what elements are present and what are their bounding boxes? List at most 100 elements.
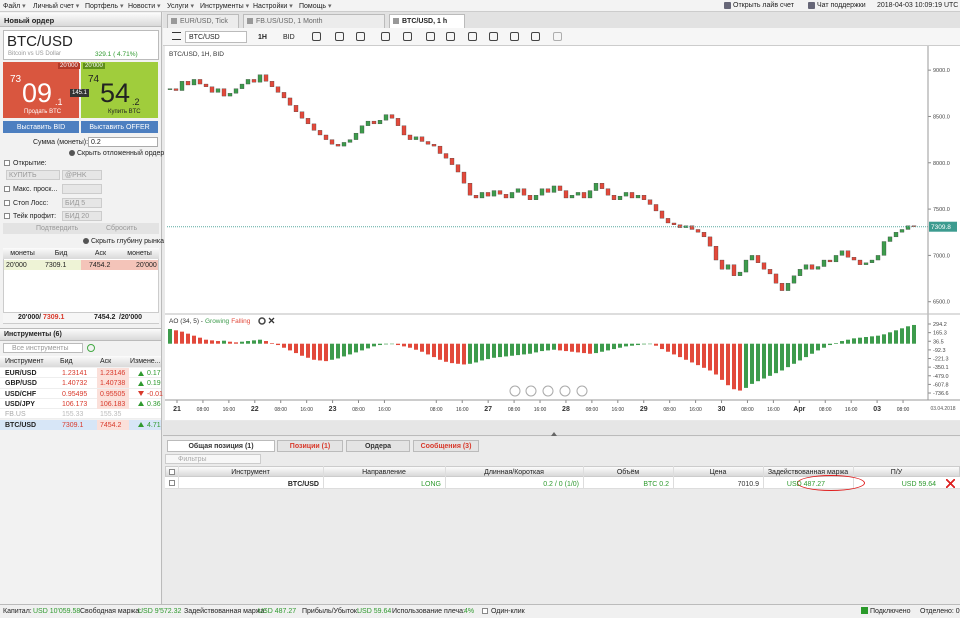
amount-input[interactable] [88, 137, 158, 147]
chat-link[interactable]: Чат поддержки [817, 2, 866, 9]
tool-icon[interactable] [531, 32, 540, 41]
hide-pending[interactable]: Скрыть отложенный ордер [77, 150, 165, 157]
position-header: Цена [709, 468, 727, 476]
candle [893, 232, 899, 238]
change: 0.36 [147, 400, 161, 408]
symbol-input[interactable] [185, 31, 247, 43]
change: 0.19 [147, 380, 161, 388]
x-tick-label: 16:00 [534, 407, 547, 413]
buy-box[interactable] [81, 62, 158, 118]
live-link[interactable]: Открыть лайв счет [733, 2, 794, 9]
one-click[interactable]: Один-клик [491, 608, 525, 615]
ao-bar [834, 343, 838, 344]
reset-button[interactable]: Сбросить [106, 225, 138, 232]
checkbox[interactable] [169, 480, 175, 486]
row[interactable] [0, 388, 161, 399]
tool-icon[interactable] [356, 32, 365, 41]
candle [881, 241, 887, 256]
candle [551, 185, 557, 193]
splitter-handle[interactable] [551, 432, 557, 436]
menu-item[interactable]: Услуги [167, 2, 194, 10]
candle [797, 269, 803, 276]
candle [209, 86, 215, 93]
ao-bar [582, 343, 586, 354]
menu-icon[interactable] [172, 32, 181, 40]
tool-icon[interactable] [403, 32, 412, 41]
depth-header-cell: монеты [127, 250, 152, 257]
status-value: USD 9'572.32 [138, 608, 182, 615]
position-header: Длинная/Короткая [484, 468, 544, 476]
filter-box[interactable] [165, 454, 261, 464]
checkbox[interactable] [4, 200, 10, 206]
confirm-button[interactable]: Подтвердить [36, 225, 79, 232]
y-tick-label: -92.3 [933, 348, 946, 354]
search-box[interactable] [3, 343, 83, 353]
ao-bar [216, 341, 220, 344]
indicator-legend: AO (34, 5) - Growing Falling [169, 318, 251, 325]
menu-item[interactable]: Помощь [299, 2, 332, 10]
nav-control[interactable] [542, 385, 554, 397]
depth-cell: 7454.2 [89, 262, 111, 269]
chart-tab[interactable] [243, 14, 385, 28]
bid-button[interactable] [3, 121, 79, 133]
offer-button[interactable] [81, 121, 158, 133]
change: 0.17 [147, 370, 161, 377]
selected-row[interactable] [0, 419, 161, 430]
sell-box[interactable] [3, 62, 79, 118]
menu-item[interactable]: Настройки [253, 2, 293, 10]
add-button[interactable] [87, 344, 95, 352]
tool-icon[interactable] [446, 32, 455, 41]
nav-control[interactable] [509, 385, 521, 397]
x-tick-label: 08:00 [197, 407, 210, 413]
chart-tab[interactable] [167, 14, 239, 28]
panel-title: Инструменты (6) [4, 331, 62, 338]
depth-header-cell: монеты [10, 250, 35, 257]
toolbar-period[interactable]: 1H [258, 34, 267, 41]
close-position[interactable] [946, 479, 955, 488]
ao-bar [810, 343, 814, 354]
ask: 0.95505 [100, 390, 126, 398]
position-tab[interactable] [167, 440, 275, 452]
x-tick-label: 08:00 [274, 407, 287, 413]
ao-bar [786, 343, 790, 368]
tool-icon[interactable] [489, 32, 498, 41]
nav-control[interactable] [559, 385, 571, 397]
checkbox[interactable] [169, 469, 175, 475]
checkbox[interactable] [482, 608, 488, 614]
checkbox[interactable] [4, 213, 10, 219]
tool-icon[interactable] [312, 32, 321, 41]
ao-bar [840, 341, 844, 344]
nav-control[interactable] [576, 385, 588, 397]
menu-item[interactable]: Файл [3, 2, 26, 10]
row[interactable] [0, 409, 161, 420]
tool-icon[interactable] [510, 32, 519, 41]
tool-icon[interactable] [381, 32, 390, 41]
x-tick-label: 28 [562, 406, 570, 413]
checkbox[interactable] [4, 160, 10, 166]
tool-icon[interactable] [468, 32, 477, 41]
position-tab[interactable] [277, 440, 343, 452]
tool-icon[interactable] [553, 32, 562, 41]
row[interactable] [0, 378, 161, 389]
status-value: USD 59.64 [357, 608, 392, 615]
change-arrow [138, 422, 144, 427]
ao-bar [174, 330, 178, 344]
row[interactable] [0, 398, 161, 410]
position-tab[interactable] [413, 440, 479, 452]
menu-item[interactable]: Портфель [85, 2, 124, 10]
tool-icon[interactable] [335, 32, 344, 41]
checkbox[interactable] [4, 186, 10, 192]
menu-item[interactable]: Личный счет [33, 2, 79, 10]
nav-control[interactable] [525, 385, 537, 397]
row[interactable] [0, 368, 161, 379]
hide-depth[interactable]: Скрыть глубину рынка [91, 238, 165, 245]
menu-item[interactable]: Инструменты [200, 2, 249, 10]
symbol-box[interactable] [3, 30, 159, 60]
toolbar-side[interactable]: BID [283, 34, 295, 41]
ask: 7454.2 [100, 421, 122, 429]
chart-tab[interactable] [389, 14, 465, 28]
tool-icon[interactable] [426, 32, 435, 41]
position-tab[interactable] [346, 440, 410, 452]
input [62, 170, 102, 180]
menu-item[interactable]: Новости [128, 2, 161, 10]
